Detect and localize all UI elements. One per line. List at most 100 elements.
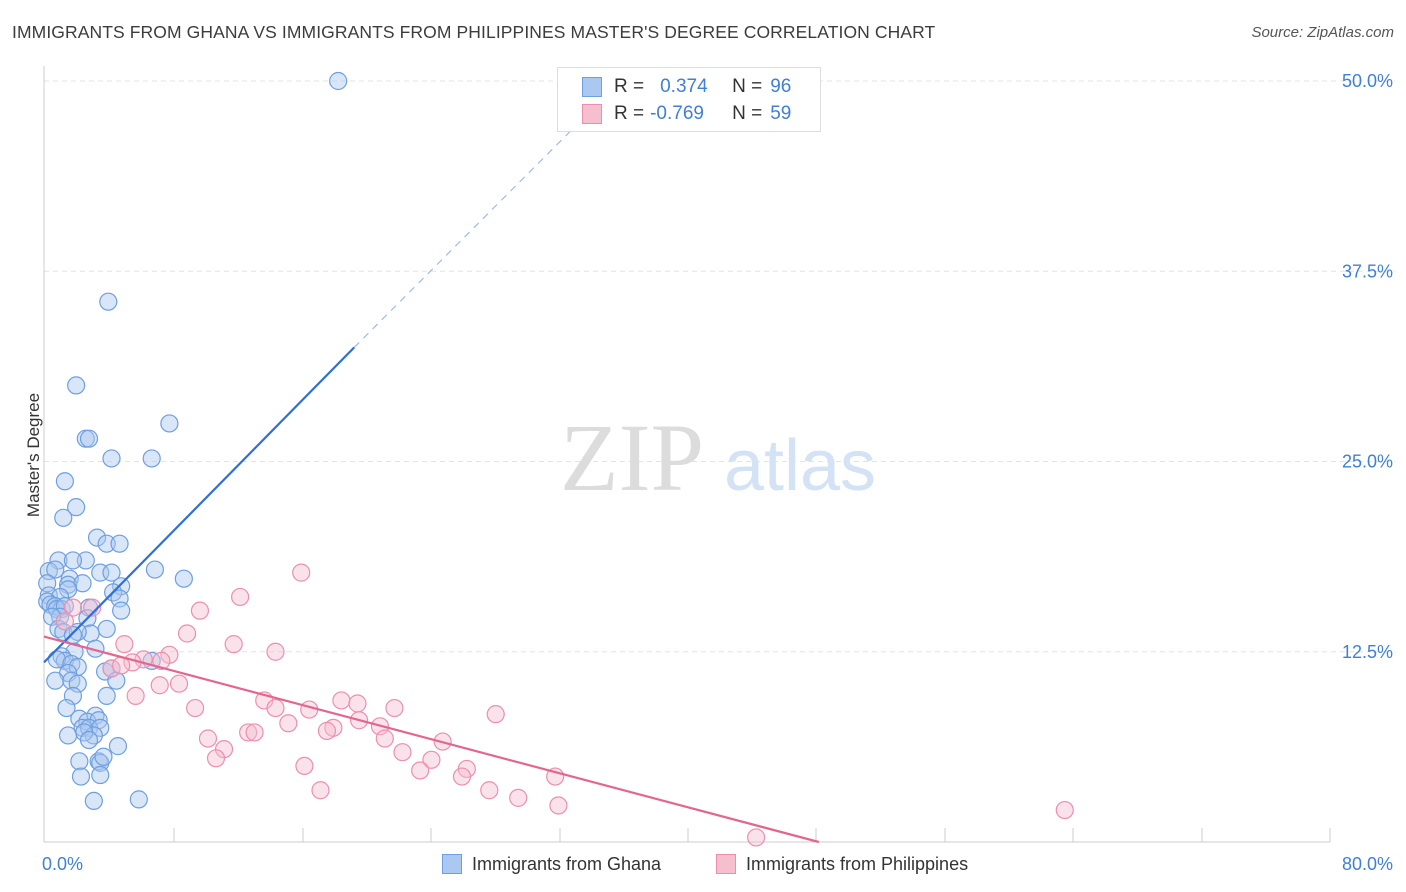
series-ghana — [38, 71, 348, 811]
ghana-point — [46, 671, 65, 690]
philippines-point — [152, 651, 171, 670]
philippines-point — [198, 729, 218, 748]
philippines-point — [206, 749, 226, 768]
philippines-point — [549, 796, 568, 815]
y-tick-label: 25.0% — [1342, 452, 1393, 472]
ghana-point — [84, 791, 103, 811]
ghana-point — [99, 292, 118, 311]
philippines-point — [300, 700, 319, 719]
ghana-point — [46, 560, 65, 579]
ghana-point — [102, 563, 121, 582]
philippines-point — [393, 743, 412, 762]
x-tick-label: 80.0% — [1342, 854, 1393, 874]
ghana-point — [59, 726, 78, 745]
philippines-point — [231, 587, 250, 607]
legend-r-value: 0.374 — [660, 76, 708, 97]
philippines-point — [266, 698, 285, 718]
philippines-point — [239, 723, 258, 742]
bottom-legend-philippines-label: Immigrants from Philippines — [746, 853, 969, 874]
philippines-point — [279, 714, 298, 733]
ghana-point — [76, 551, 95, 570]
philippines-trend-line — [43, 635, 820, 844]
y-tick-label: 12.5% — [1342, 642, 1393, 662]
watermark-atlas: atlas — [724, 426, 876, 506]
ghana-point — [55, 472, 74, 491]
philippines-point — [480, 781, 499, 800]
ghana-point — [97, 534, 116, 553]
legend-n-value: 59 — [770, 103, 792, 124]
ghana-point — [63, 551, 83, 570]
philippines-point — [295, 756, 314, 776]
philippines-point — [186, 698, 205, 718]
ghana-point — [87, 528, 107, 547]
x-tick-labels: 0.0% 80.0% — [42, 854, 1393, 874]
x-tick-label: 0.0% — [42, 854, 83, 874]
philippines-point — [348, 694, 367, 713]
ghana-swatch — [442, 854, 462, 874]
philippines-swatch — [582, 104, 602, 124]
ghana-point — [70, 752, 89, 771]
watermark: ZIP atlas — [560, 404, 876, 511]
axes — [43, 66, 1331, 843]
philippines-point — [55, 612, 74, 631]
philippines-point — [332, 691, 351, 710]
ghana-point — [71, 767, 91, 786]
ghana-point — [112, 601, 131, 620]
philippines-point — [1055, 800, 1074, 820]
ghana-point — [97, 686, 116, 705]
bottom-legend-philippines: Immigrants from Philippines — [716, 851, 968, 877]
y-tick-label: 37.5% — [1342, 261, 1393, 281]
bottom-legend-ghana: Immigrants from Ghana — [442, 851, 661, 877]
legend-n-value: 96 — [770, 76, 792, 97]
ghana-point — [57, 698, 76, 718]
philippines-point — [115, 635, 134, 654]
ghana-point — [145, 560, 165, 579]
legend-n-label: N = — [732, 76, 763, 97]
ghana-point — [79, 730, 99, 750]
legend-row-philippines: R = -0.769 N = 59 — [582, 101, 791, 127]
philippines-point — [83, 598, 102, 617]
ghana-point — [102, 449, 121, 468]
ghana-point — [142, 449, 161, 468]
philippines-point — [317, 721, 337, 740]
philippines-point — [177, 624, 197, 643]
y-tick-labels: 12.5% 25.0% 37.5% 50.0% — [1342, 71, 1393, 662]
philippines-point — [486, 705, 505, 724]
philippines-point — [375, 729, 394, 748]
ghana-point — [129, 790, 148, 809]
ghana-point — [160, 414, 179, 433]
philippines-point — [224, 635, 243, 654]
ghana-point — [67, 376, 86, 395]
gridlines — [44, 80, 1395, 653]
legend-r-label: R = — [614, 103, 645, 124]
trend-lines — [43, 118, 820, 844]
ghana-point — [54, 508, 73, 527]
ghana-point — [108, 737, 128, 756]
philippines-point — [747, 828, 766, 847]
ghana-point — [110, 534, 129, 553]
watermark-zip: ZIP — [560, 404, 704, 511]
ghana-point — [94, 747, 113, 766]
ghana-point — [174, 569, 193, 588]
ghana-trend-line — [43, 346, 356, 664]
legend-row-ghana: R = 0.374 N = 96 — [582, 74, 791, 100]
philippines-point — [509, 788, 528, 807]
philippines-point — [169, 674, 189, 693]
ghana-point — [329, 71, 348, 91]
philippines-point — [266, 642, 285, 661]
chart-title: IMMIGRANTS FROM GHANA VS IMMIGRANTS FROM… — [12, 22, 936, 42]
ghana-point — [79, 429, 99, 448]
philippines-point — [245, 723, 264, 742]
philippines-point — [126, 686, 145, 705]
ghana-point — [68, 622, 87, 642]
correlation-legend: R = 0.374 N = 96 R = -0.769 N = 59 — [557, 67, 821, 132]
y-tick-label: 50.0% — [1342, 71, 1393, 91]
ghana-point — [67, 498, 86, 517]
philippines-swatch — [716, 854, 736, 874]
source-label: Source: ZipAtlas.com — [1251, 24, 1394, 41]
ghana-point — [97, 619, 116, 639]
philippines-point — [150, 676, 169, 695]
philippines-point — [411, 761, 430, 780]
legend-r-label: R = — [614, 76, 645, 97]
